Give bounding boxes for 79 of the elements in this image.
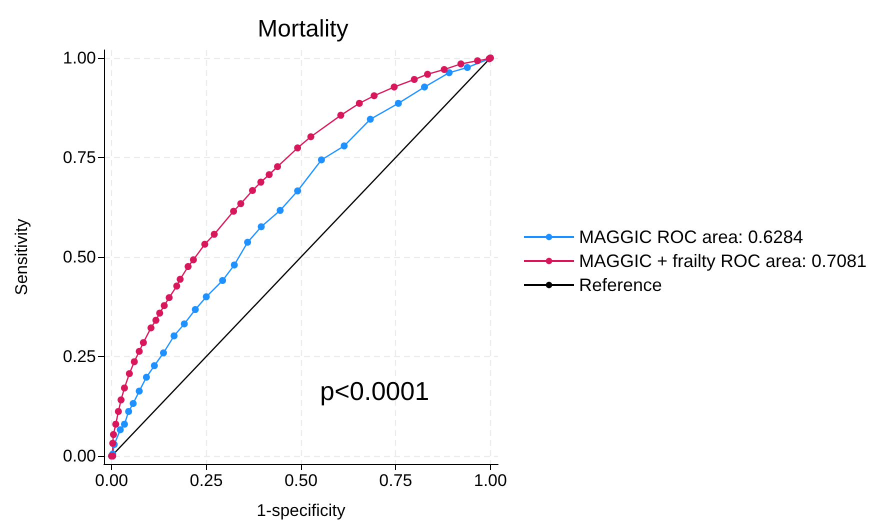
y-tick-label: 0.00: [62, 446, 96, 466]
y-tick-label: 1.00: [62, 48, 96, 68]
point: [136, 348, 143, 355]
point: [249, 187, 256, 194]
point: [244, 238, 252, 246]
point: [294, 144, 302, 152]
point: [152, 316, 160, 324]
point: [130, 400, 137, 407]
legend-label: Reference: [579, 275, 662, 295]
point: [258, 223, 265, 230]
point: [274, 163, 282, 170]
point: [136, 388, 143, 395]
point: [112, 420, 120, 428]
point: [114, 408, 122, 415]
point: [180, 320, 188, 328]
point: [201, 240, 208, 248]
point: [202, 293, 210, 300]
point: [366, 116, 374, 123]
point: [230, 261, 238, 268]
point: [421, 84, 428, 91]
point: [266, 171, 273, 178]
point: [230, 208, 238, 215]
point: [116, 426, 124, 434]
point: [276, 206, 284, 214]
point: [257, 178, 264, 186]
x-tick-label: 0.75: [379, 471, 412, 490]
point: [118, 396, 125, 404]
x-tick-label: 0.25: [190, 471, 223, 490]
point: [142, 374, 150, 381]
point: [160, 302, 168, 310]
x-tick-label: 0.00: [95, 471, 128, 490]
point: [294, 187, 302, 194]
point: [394, 100, 402, 107]
point: [474, 57, 482, 64]
point: [446, 69, 453, 76]
point: [166, 294, 173, 302]
point: [440, 66, 448, 74]
point: [140, 339, 147, 346]
point: [410, 76, 418, 83]
legend-label: MAGGIC ROC area: 0.6284: [579, 227, 804, 247]
point: [390, 84, 398, 91]
point: [190, 256, 197, 264]
point: [160, 349, 167, 356]
chart-title: Mortality: [258, 16, 348, 42]
point: [184, 263, 192, 270]
point: [210, 230, 218, 238]
point: [192, 306, 199, 314]
point: [337, 112, 344, 119]
y-tick-label: 0.25: [62, 347, 96, 366]
point: [237, 200, 244, 208]
point: [307, 133, 314, 140]
point: [150, 362, 158, 370]
y-tick-label: 0.50: [62, 248, 96, 266]
point: [125, 408, 132, 415]
y-axis-title: Sensitivity: [12, 218, 31, 296]
point: [340, 142, 348, 150]
point: [457, 60, 464, 68]
point: [219, 276, 226, 284]
point: [176, 276, 184, 283]
point: [464, 64, 471, 72]
x-tick-label: 0.50: [284, 471, 318, 490]
annotation: p<0.0001: [320, 376, 430, 406]
point: [173, 282, 180, 290]
y-tick-label: 0.75: [62, 148, 96, 167]
point: [147, 324, 154, 332]
point: [424, 70, 432, 78]
point: [370, 92, 378, 100]
point: [130, 358, 138, 366]
x-axis-title: 1-specificity: [256, 501, 346, 520]
point: [170, 332, 178, 340]
point: [120, 420, 128, 428]
point: [126, 370, 133, 378]
point: [110, 431, 117, 438]
point: [356, 100, 363, 107]
legend-label: MAGGIC + frailty ROC area: 0.7081: [579, 251, 867, 271]
x-tick-label: 1.00: [474, 471, 507, 490]
point: [120, 384, 128, 392]
point: [318, 156, 325, 164]
point: [156, 310, 164, 317]
